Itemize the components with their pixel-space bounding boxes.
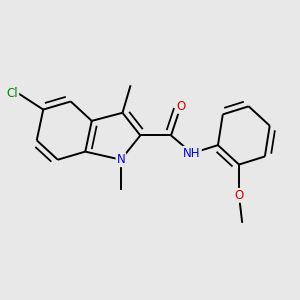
Text: O: O	[176, 100, 185, 113]
Text: O: O	[234, 189, 244, 202]
Text: N: N	[116, 153, 125, 166]
Text: Cl: Cl	[7, 87, 18, 100]
Text: NH: NH	[183, 147, 201, 160]
